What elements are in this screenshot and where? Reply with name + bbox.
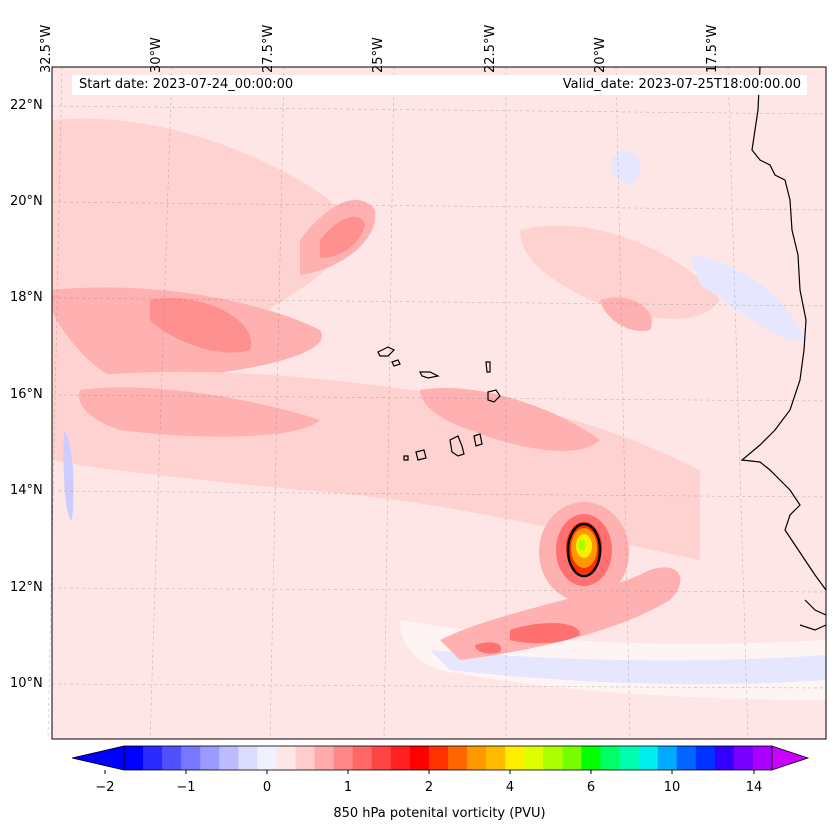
colorbar-segment [181,746,201,770]
colorbar-segment [695,746,716,770]
colorbar-segment [143,746,163,770]
colorbar-segment [714,746,735,770]
longitude-label: 20°W [593,37,608,73]
pv-band-central-west [79,387,321,437]
colorbar-extend-left [71,745,125,771]
colorbar-segment [124,746,144,770]
colorbar-segment [276,746,297,770]
colorbar-segment [257,746,277,770]
colorbar-segment [638,746,659,770]
longitude-label: 27.5°W [261,24,276,73]
latitude-label: 18°N [10,290,43,305]
colorbar-segment [733,746,754,770]
colorbar-label: 850 hPa potenital vorticity (PVU) [333,806,546,821]
cape-verde-islands [377,346,501,461]
colorbar-tick-label: 0 [262,780,272,795]
negative-pv-west-edge [63,430,74,520]
colorbar-tick-label: 10 [663,780,681,795]
colorbar-tick-label: 1 [343,780,353,795]
negative-pv-northeast [690,255,805,341]
island-santo-antao [377,346,396,357]
valid-date-label: Valid_date: 2023-07-25T18:00:00.00 [542,75,807,95]
latitude-label: 14°N [10,483,43,498]
colorbar-segment [390,746,411,770]
colorbar-segment [600,746,621,770]
colorbar-segment [752,746,773,770]
vortex-contour [566,522,602,578]
vortex-green [578,539,586,551]
colorbar-segment [409,746,430,770]
colorbar-tick-label: 14 [745,780,763,795]
island-sal [485,361,491,373]
colorbar-tick-label: −2 [95,780,115,795]
colorbar-segment [467,746,487,770]
island-brava [403,455,409,461]
latitude-label: 22°N [10,98,43,113]
longitude-label: 17.5°W [705,24,720,73]
colorbar [71,745,810,774]
colorbar-segment [581,746,601,770]
pv-field [52,67,826,739]
island-maio [473,433,483,447]
colorbar-segment [333,746,354,770]
colorbar-segment [314,746,335,770]
latitude-label: 10°N [10,676,43,691]
pv-patch-south-small [475,642,501,654]
africa-coastline [740,66,827,591]
colorbar-segment [524,746,544,770]
latitude-label: 16°N [10,387,43,402]
colorbar-segment [295,746,316,770]
colorbar-frame [123,745,773,771]
latitude-label: 20°N [10,194,43,209]
colorbar-tick-label: −1 [176,780,196,795]
map-frame [51,66,827,740]
pv-band-south [440,567,681,660]
negative-pv-north [611,150,641,185]
colorbar-segment [543,746,563,770]
graticule [47,66,827,740]
negative-pv-south [430,650,826,685]
colorbar-segment [371,746,392,770]
colorbar-segment [352,746,373,770]
colorbar-segment [428,746,449,770]
colorbar-segment [162,746,182,770]
latitude-label: 12°N [10,580,43,595]
colorbar-extend-right [771,745,810,771]
colorbar-segment [676,746,697,770]
colorbar-segment [448,746,468,770]
island-sao-nicolau [419,371,440,379]
longitude-label: 32.5°W [39,24,54,73]
colorbar-tick-label: 6 [586,780,596,795]
colorbar-tick-label: 2 [424,780,434,795]
start-date-label: Start date: 2023-07-24_00:00:00 [72,75,542,95]
island-fogo [415,449,427,461]
pv-patch-north-core [320,216,365,258]
colorbar-segment [238,746,258,770]
guinea-coast [799,599,827,631]
colorbar-segment [219,746,239,770]
colorbar-segment [562,746,582,770]
colorbar-segment [505,746,525,770]
pv-patch-south [510,623,580,644]
colorbar-tick-label: 4 [505,780,515,795]
island-santiago [449,435,465,457]
longitude-label: 30°W [149,37,164,73]
colorbar-segment [657,746,678,770]
pv-patch-west [150,298,252,353]
colorbar-segment [200,746,220,770]
longitude-label: 22.5°W [483,24,498,73]
pv-patch-northeast [600,297,652,331]
island-boa-vista [487,389,501,403]
island-sao-vicente [391,359,401,367]
colorbar-segment [486,746,506,770]
longitude-label: 25°W [371,37,386,73]
colorbar-segment [619,746,640,770]
pv-band-central-east [420,388,600,451]
